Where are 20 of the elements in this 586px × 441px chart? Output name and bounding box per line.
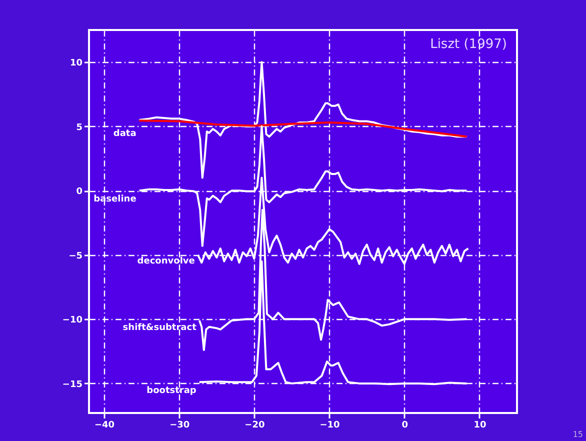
series-label: shift&subtract [122, 323, 198, 334]
series-label: baseline [94, 194, 136, 204]
y-tick-label: −5 [68, 251, 82, 262]
y-tick-label: 0 [76, 187, 82, 198]
y-tick-label: 10 [70, 58, 82, 69]
x-tick-label: −40 [94, 420, 115, 430]
line-series [138, 120, 468, 138]
y-tick-label: 5 [76, 122, 82, 133]
text: 15 [572, 430, 583, 439]
series-label: bootstrap [146, 386, 197, 396]
y-tick-label: −15 [62, 380, 82, 390]
x-tick-label: −20 [244, 420, 265, 430]
x-tick-label: 0 [402, 420, 408, 430]
series-label: deconvolve [137, 256, 195, 266]
y-tick-label: −10 [62, 316, 82, 326]
x-tick-label: −10 [320, 420, 340, 430]
annotation: Liszt (1997) [430, 37, 507, 52]
series-label: data [113, 129, 136, 140]
x-tick-label: 10 [474, 420, 486, 430]
x-tick-label: −30 [170, 420, 190, 430]
